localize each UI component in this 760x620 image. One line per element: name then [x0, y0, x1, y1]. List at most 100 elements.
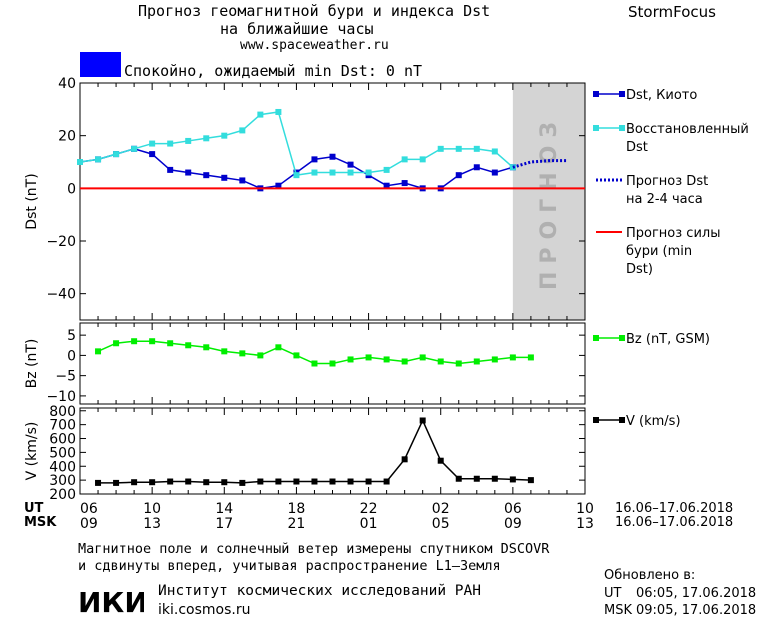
- legend-marker: [593, 417, 599, 423]
- legend-label: Dst: [626, 140, 648, 155]
- data-point: [455, 145, 462, 152]
- data-point: [167, 166, 174, 173]
- data-point: [257, 111, 264, 118]
- data-point: [257, 478, 264, 485]
- data-point: [365, 169, 372, 176]
- data-point: [437, 358, 444, 365]
- msk-tick-label: 05: [432, 516, 450, 532]
- data-point: [383, 182, 390, 189]
- data-point: [293, 172, 300, 179]
- data-point: [401, 156, 408, 163]
- updated-label: Обновлено в:: [604, 568, 696, 583]
- data-point: [131, 338, 138, 345]
- y-tick-label: 300: [49, 473, 76, 489]
- data-point: [311, 478, 318, 485]
- legend-label: Bz (nT, GSM): [626, 332, 710, 347]
- data-point: [509, 476, 516, 483]
- logo-text: ИКИ: [78, 586, 144, 616]
- data-point: [239, 177, 246, 184]
- data-point: [95, 156, 102, 163]
- data-point: [113, 340, 120, 347]
- msk-tick-label: 13: [143, 516, 161, 532]
- y-tick-label: 0: [67, 181, 76, 197]
- data-point: [149, 338, 156, 345]
- updated-msk-label: MSK: [604, 603, 632, 618]
- msk-tick-label: 21: [288, 516, 306, 532]
- data-point: [473, 358, 480, 365]
- ut-tick-label: 22: [360, 501, 378, 517]
- data-point: [473, 164, 480, 171]
- data-point: [113, 151, 120, 158]
- y-tick-label: 0: [67, 348, 76, 364]
- data-point: [347, 356, 354, 363]
- y-tick-label: 700: [49, 418, 76, 434]
- data-point: [419, 156, 426, 163]
- data-point: [275, 344, 282, 351]
- legend-marker: [593, 125, 599, 131]
- data-point: [365, 478, 372, 485]
- data-point: [509, 354, 516, 361]
- ut-tick-label: 06: [504, 501, 522, 517]
- data-point: [365, 354, 372, 361]
- iki-logo: ИКИ: [78, 586, 144, 616]
- data-point: [293, 352, 300, 359]
- data-point: [275, 478, 282, 485]
- data-point: [311, 360, 318, 367]
- data-point: [275, 108, 282, 115]
- data-point: [401, 456, 408, 463]
- data-point: [491, 356, 498, 363]
- y-tick-label: −10: [46, 389, 76, 405]
- y-tick-label: 600: [49, 432, 76, 448]
- data-point: [455, 360, 462, 367]
- plot-frame-1: [79, 82, 586, 321]
- ut-range: 16.06–17.06.2018: [615, 501, 734, 516]
- legend-marker: [619, 417, 625, 423]
- updated-ut: 06:05, 17.06.2018: [636, 586, 757, 601]
- data-point: [77, 159, 83, 165]
- data-point: [221, 132, 228, 139]
- ut-tick-label: 18: [288, 501, 306, 517]
- legend-marker: [619, 125, 625, 131]
- data-point: [149, 151, 156, 158]
- legend-label: на 2-4 часа: [626, 192, 703, 207]
- footer-line1: Магнитное поле и солнечный ветер измерен…: [78, 541, 550, 557]
- data-point: [383, 478, 390, 485]
- data-point: [113, 479, 120, 486]
- legend-marker: [619, 335, 625, 341]
- data-point: [401, 358, 408, 365]
- ut-tick-label: 06: [80, 501, 98, 517]
- chart-title: Прогноз геомагнитной бури и индекса Dst: [138, 2, 491, 20]
- updated-ut-label: UT: [604, 586, 622, 601]
- y-tick-label: −20: [46, 234, 76, 250]
- data-point: [149, 479, 156, 486]
- data-point: [239, 127, 246, 134]
- data-point: [491, 475, 498, 482]
- data-point: [347, 161, 354, 168]
- data-point: [203, 172, 210, 179]
- data-point: [149, 140, 156, 147]
- data-point: [437, 457, 444, 464]
- series-line-1-1: [79, 148, 514, 190]
- institute-name: Институт космических исследований РАН: [158, 583, 482, 599]
- data-point: [221, 174, 228, 181]
- legend-label: Dst): [626, 262, 653, 277]
- ut-tick-label: 10: [143, 501, 161, 517]
- data-point: [185, 137, 192, 144]
- data-point: [383, 166, 390, 173]
- data-point: [185, 342, 192, 349]
- data-point: [491, 148, 498, 155]
- data-point: [329, 360, 336, 367]
- data-point: [257, 352, 264, 359]
- msk-label: MSK: [24, 515, 57, 530]
- data-point: [275, 182, 282, 189]
- legend-label: Восстановленный: [626, 122, 749, 137]
- data-point: [419, 417, 426, 424]
- y-tick-label: 40: [58, 76, 76, 92]
- data-point: [347, 478, 354, 485]
- data-point: [203, 135, 210, 142]
- updated-msk: 09:05, 17.06.2018: [636, 603, 757, 618]
- ut-tick-label: 02: [432, 501, 450, 517]
- y-tick-label: 800: [49, 404, 76, 420]
- data-point: [473, 145, 480, 152]
